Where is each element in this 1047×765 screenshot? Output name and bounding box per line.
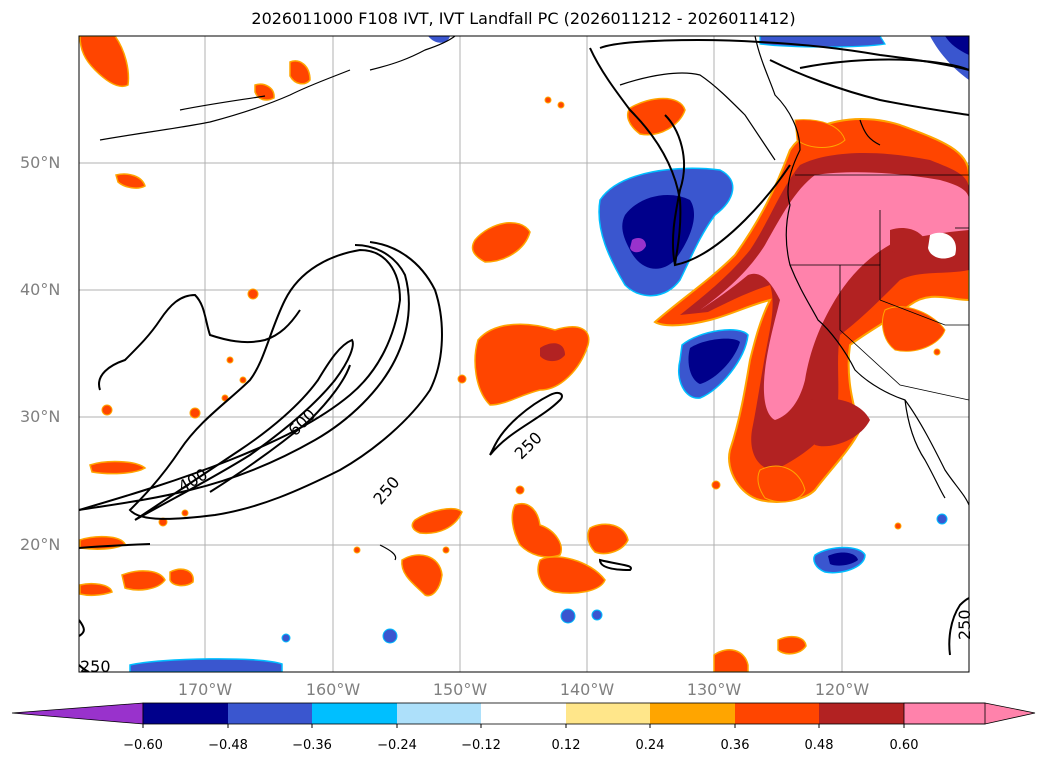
colorbar [11, 702, 1036, 728]
colorbar-tick: 0.12 [551, 738, 581, 753]
colorbar-tick: −0.36 [292, 738, 332, 753]
colorbar-tick: −0.48 [208, 738, 248, 753]
lat-label-50n: 50°N [20, 153, 61, 172]
lon-label-150w: 150°W [432, 680, 488, 699]
ivt-contours [79, 39, 969, 672]
negative-pc-regions [129, 36, 969, 672]
lon-label-170w: 170°W [177, 680, 233, 699]
map-frame [78, 35, 970, 673]
lon-label-120w: 120°W [814, 680, 870, 699]
colorbar-tick: −0.12 [461, 738, 501, 753]
lat-label-20n: 20°N [20, 535, 61, 554]
colorbar-tick: 0.36 [720, 738, 750, 753]
colorbar-tick: 0.24 [635, 738, 665, 753]
contour-label-250-c: 250 [955, 609, 974, 640]
lat-label-30n: 30°N [20, 407, 61, 426]
colorbar-tick: 0.60 [889, 738, 919, 753]
colorbar-tick: 0.48 [804, 738, 834, 753]
contour-label-250-d: 250 [80, 657, 111, 676]
map-title: 2026011000 F108 IVT, IVT Landfall PC (20… [251, 9, 796, 28]
positive-pc-regions [79, 36, 969, 672]
colorbar-extend-low [11, 702, 144, 725]
lon-label-160w: 160°W [305, 680, 361, 699]
coastlines [99, 36, 969, 561]
lat-label-40n: 40°N [20, 280, 61, 299]
colorbar-tick: −0.60 [123, 738, 163, 753]
colorbar-tick: −0.24 [377, 738, 417, 753]
lon-label-130w: 130°W [686, 680, 742, 699]
boundaries [790, 174, 969, 401]
lon-label-140w: 140°W [559, 680, 615, 699]
